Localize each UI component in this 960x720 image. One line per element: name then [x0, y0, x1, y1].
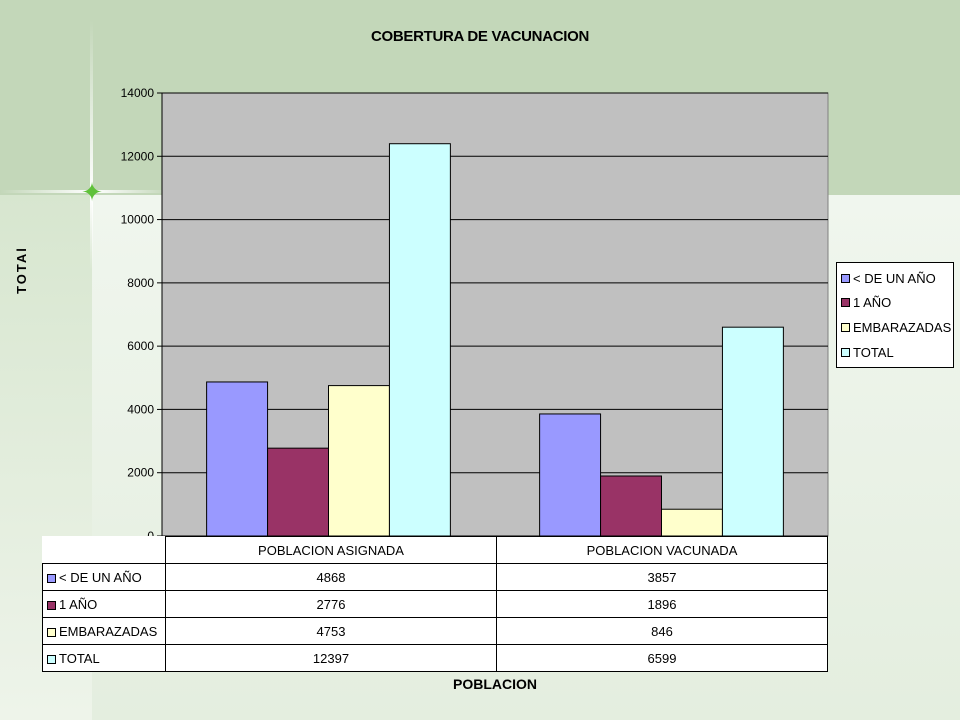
data-table-cell: 2776 — [165, 590, 497, 618]
y-tick-label: 12000 — [121, 149, 155, 163]
legend-item: TOTAL — [841, 343, 894, 361]
data-table-corner — [42, 536, 166, 564]
row-swatch — [47, 600, 56, 610]
data-table-cell: 12397 — [165, 644, 497, 672]
chart-title: COBERTURA DE VACUNACION — [370, 28, 590, 45]
bar — [600, 475, 662, 537]
legend-swatch — [841, 297, 850, 307]
row-swatch — [47, 654, 56, 664]
data-table-row-label: 1 AÑO — [42, 590, 166, 618]
data-table: POBLACION ASIGNADA POBLACION VACUNADA < … — [42, 536, 828, 672]
legend-label: TOTAL — [853, 344, 894, 360]
light-flare-horizontal — [0, 190, 170, 193]
legend-item: EMBARAZADAS — [841, 318, 951, 336]
data-table-cell: 1896 — [496, 590, 828, 618]
row-label-text: < DE UN AÑO — [59, 569, 142, 585]
row-label-text: 1 AÑO — [59, 596, 98, 612]
row-swatch — [47, 627, 56, 637]
legend-label: 1 AÑO — [853, 294, 892, 310]
light-flare-vertical — [90, 20, 93, 270]
data-table-cell: 6599 — [496, 644, 828, 672]
data-table-cell: 3857 — [496, 563, 828, 591]
y-tick-label: 2000 — [127, 466, 154, 480]
data-table-row-label: < DE UN AÑO — [42, 563, 166, 591]
bar — [388, 143, 451, 537]
sparkle-icon: ✦ — [81, 177, 103, 207]
data-table-row-label: TOTAL — [42, 644, 166, 672]
bar — [661, 508, 723, 537]
legend-item: < DE UN AÑO — [841, 269, 936, 287]
y-tick-label: 8000 — [127, 276, 154, 290]
bar — [539, 413, 602, 537]
data-table-col-header: POBLACION ASIGNADA — [165, 536, 497, 564]
data-table-row: 1 AÑO 2776 1896 — [42, 590, 828, 618]
data-table-col-header: POBLACION VACUNADA — [496, 536, 828, 564]
data-table-cell: 846 — [496, 617, 828, 645]
data-table-row: < DE UN AÑO 4868 3857 — [42, 563, 828, 591]
bar — [267, 447, 330, 537]
y-tick-label: 10000 — [121, 213, 155, 227]
legend-swatch — [841, 347, 850, 357]
data-table-row: TOTAL 12397 6599 — [42, 644, 828, 672]
row-swatch — [47, 573, 56, 583]
row-label-text: EMBARAZADAS — [59, 623, 158, 639]
x-axis-title: POBLACION — [453, 676, 537, 692]
legend-item: 1 AÑO — [841, 293, 891, 311]
data-table-cell: 4753 — [165, 617, 497, 645]
data-table-row-label: EMBARAZADAS — [42, 617, 166, 645]
bar — [328, 385, 390, 537]
data-table-header: POBLACION ASIGNADA POBLACION VACUNADA — [42, 536, 828, 564]
data-table-row: EMBARAZADAS 4753 846 — [42, 617, 828, 645]
y-tick-label: 6000 — [127, 339, 154, 353]
legend-swatch — [841, 273, 850, 283]
bar — [721, 326, 784, 537]
legend-swatch — [841, 322, 850, 332]
y-tick-label: 14000 — [121, 86, 155, 100]
bar — [206, 381, 269, 537]
y-tick-label: 4000 — [127, 402, 154, 416]
legend: < DE UN AÑO 1 AÑO EMBARAZADAS TOTAL — [836, 262, 954, 368]
data-table-cell: 4868 — [165, 563, 497, 591]
row-label-text: TOTAL — [59, 650, 100, 666]
legend-label: EMBARAZADAS — [853, 319, 952, 335]
legend-label: < DE UN AÑO — [853, 270, 936, 286]
